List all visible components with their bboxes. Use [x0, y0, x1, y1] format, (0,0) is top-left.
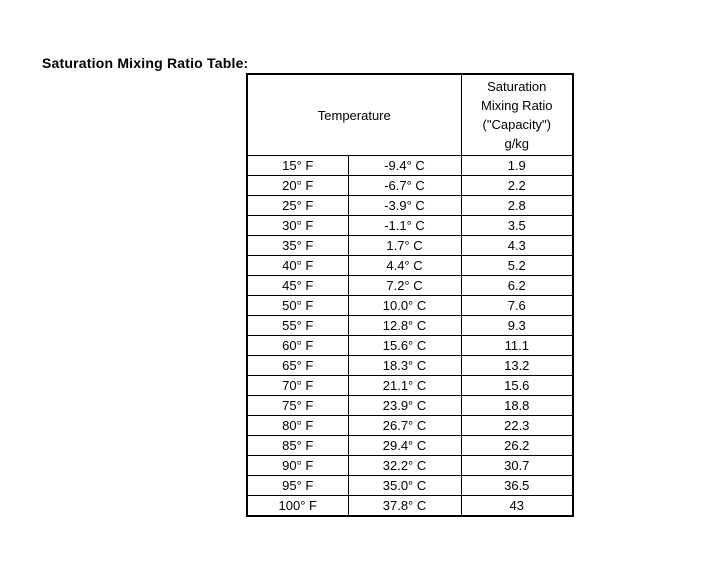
table-row: 70° F 21.1° C 15.6	[246, 375, 574, 396]
cell-celsius: 7.2° C	[347, 275, 462, 296]
header-row: Temperature Saturation Mixing Ratio ("Ca…	[246, 73, 574, 156]
table-row: 35° F 1.7° C 4.3	[246, 235, 574, 256]
cell-fahrenheit: 30° F	[246, 215, 349, 236]
table-row: 20° F -6.7° C 2.2	[246, 175, 574, 196]
cell-fahrenheit: 60° F	[246, 335, 349, 356]
cell-celsius: 15.6° C	[347, 335, 462, 356]
cell-fahrenheit: 95° F	[246, 475, 349, 496]
cell-fahrenheit: 25° F	[246, 195, 349, 216]
cell-celsius: -6.7° C	[347, 175, 462, 196]
cell-fahrenheit: 85° F	[246, 435, 349, 456]
table-row: 90° F 32.2° C 30.7	[246, 455, 574, 476]
cell-fahrenheit: 100° F	[246, 495, 349, 517]
table-row: 45° F 7.2° C 6.2	[246, 275, 574, 296]
cell-mixing-ratio: 36.5	[460, 475, 574, 496]
cell-mixing-ratio: 7.6	[460, 295, 574, 316]
table-row: 75° F 23.9° C 18.8	[246, 395, 574, 416]
cell-mixing-ratio: 2.2	[460, 175, 574, 196]
cell-celsius: 18.3° C	[347, 355, 462, 376]
cell-fahrenheit: 35° F	[246, 235, 349, 256]
cell-celsius: 4.4° C	[347, 255, 462, 276]
table-row: 95° F 35.0° C 36.5	[246, 475, 574, 496]
cell-celsius: -1.1° C	[347, 215, 462, 236]
temperature-header-cell: Temperature	[246, 73, 462, 156]
cell-fahrenheit: 40° F	[246, 255, 349, 276]
table-row: 30° F -1.1° C 3.5	[246, 215, 574, 236]
cell-fahrenheit: 50° F	[246, 295, 349, 316]
table-body: 15° F -9.4° C 1.9 20° F -6.7° C 2.2 25° F -3.9°…	[246, 155, 574, 517]
cell-fahrenheit: 20° F	[246, 175, 349, 196]
cell-mixing-ratio: 26.2	[460, 435, 574, 456]
table-row: 15° F -9.4° C 1.9	[246, 155, 574, 176]
cell-fahrenheit: 70° F	[246, 375, 349, 396]
cell-mixing-ratio: 2.8	[460, 195, 574, 216]
cell-fahrenheit: 75° F	[246, 395, 349, 416]
cell-celsius: 35.0° C	[347, 475, 462, 496]
cell-mixing-ratio: 3.5	[460, 215, 574, 236]
cell-celsius: -3.9° C	[347, 195, 462, 216]
cell-fahrenheit: 65° F	[246, 355, 349, 376]
cell-mixing-ratio: 9.3	[460, 315, 574, 336]
table-row: 50° F 10.0° C 7.6	[246, 295, 574, 316]
cell-celsius: 32.2° C	[347, 455, 462, 476]
saturation-mixing-ratio-header-cell: Saturation Mixing Ratio ("Capacity") g/k…	[460, 73, 574, 156]
cell-celsius: 26.7° C	[347, 415, 462, 436]
cell-mixing-ratio: 22.3	[460, 415, 574, 436]
cell-mixing-ratio: 18.8	[460, 395, 574, 416]
table-row: 55° F 12.8° C 9.3	[246, 315, 574, 336]
cell-celsius: 21.1° C	[347, 375, 462, 396]
cell-fahrenheit: 80° F	[246, 415, 349, 436]
cell-celsius: 10.0° C	[347, 295, 462, 316]
table-row: 40° F 4.4° C 5.2	[246, 255, 574, 276]
cell-fahrenheit: 55° F	[246, 315, 349, 336]
cell-celsius: 37.8° C	[347, 495, 462, 517]
cell-celsius: 29.4° C	[347, 435, 462, 456]
table-row: 85° F 29.4° C 26.2	[246, 435, 574, 456]
table-header: Temperature Saturation Mixing Ratio ("Ca…	[246, 73, 574, 156]
cell-fahrenheit: 15° F	[246, 155, 349, 176]
cell-mixing-ratio: 30.7	[460, 455, 574, 476]
cell-celsius: 23.9° C	[347, 395, 462, 416]
page-title: Saturation Mixing Ratio Table:	[42, 55, 249, 71]
cell-celsius: 12.8° C	[347, 315, 462, 336]
table-row: 80° F 26.7° C 22.3	[246, 415, 574, 436]
cell-mixing-ratio: 5.2	[460, 255, 574, 276]
table-row: 25° F -3.9° C 2.8	[246, 195, 574, 216]
table-row: 65° F 18.3° C 13.2	[246, 355, 574, 376]
cell-mixing-ratio: 11.1	[460, 335, 574, 356]
saturation-mixing-ratio-table: Temperature Saturation Mixing Ratio ("Ca…	[246, 73, 575, 517]
cell-mixing-ratio: 6.2	[460, 275, 574, 296]
table-row: 60° F 15.6° C 11.1	[246, 335, 574, 356]
cell-mixing-ratio: 13.2	[460, 355, 574, 376]
cell-mixing-ratio: 15.6	[460, 375, 574, 396]
cell-celsius: -9.4° C	[347, 155, 462, 176]
cell-mixing-ratio: 43	[460, 495, 574, 517]
cell-celsius: 1.7° C	[347, 235, 462, 256]
table-row: 100° F 37.8° C 43	[246, 495, 574, 517]
cell-mixing-ratio: 1.9	[460, 155, 574, 176]
cell-fahrenheit: 90° F	[246, 455, 349, 476]
cell-mixing-ratio: 4.3	[460, 235, 574, 256]
cell-fahrenheit: 45° F	[246, 275, 349, 296]
